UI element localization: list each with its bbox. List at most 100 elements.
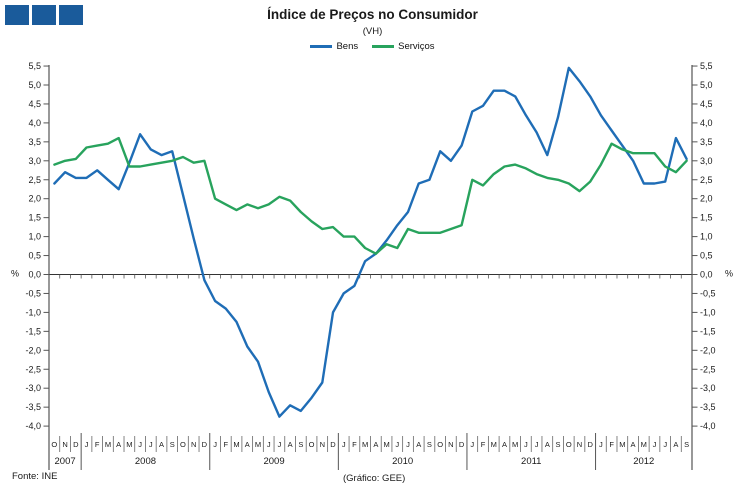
svg-text:F: F [95,440,100,449]
svg-text:O: O [437,440,443,449]
servicos-line [53,136,688,255]
svg-text:5,5: 5,5 [28,61,41,71]
svg-text:5,0: 5,0 [28,80,41,90]
svg-text:1,0: 1,0 [28,232,41,242]
svg-text:3,0: 3,0 [700,156,713,166]
svg-text:A: A [245,440,250,449]
svg-text:-2,5: -2,5 [25,364,41,374]
svg-text:-4,0: -4,0 [25,421,41,431]
svg-text:4,0: 4,0 [700,118,713,128]
svg-text:5,5: 5,5 [700,61,713,71]
svg-text:2010: 2010 [392,456,413,467]
svg-text:N: N [62,440,67,449]
chart-subtitle: (VH) [362,26,383,37]
svg-text:S: S [427,440,432,449]
svg-text:D: D [330,440,336,449]
logo-square-icon [32,5,56,25]
svg-text:2009: 2009 [263,456,284,467]
svg-text:1,5: 1,5 [700,213,713,223]
svg-text:3,5: 3,5 [700,137,713,147]
svg-text:D: D [459,440,465,449]
svg-text:J: J [395,440,399,449]
svg-text:A: A [545,440,550,449]
svg-text:O: O [51,440,57,449]
svg-text:F: F [609,440,614,449]
svg-text:4,5: 4,5 [28,99,41,109]
svg-text:J: J [653,440,657,449]
svg-text:1,5: 1,5 [28,213,41,223]
svg-text:0,0: 0,0 [700,270,713,280]
svg-text:4,5: 4,5 [700,99,713,109]
svg-text:M: M [362,440,368,449]
svg-text:D: D [73,440,79,449]
svg-text:%: % [725,269,733,279]
percent-unit-labels: %% [11,269,733,279]
svg-text:O: O [566,440,572,449]
legend: Bens Serviços [0,41,745,52]
svg-text:J: J [599,440,603,449]
svg-text:%: % [11,269,19,279]
logo-square-icon [5,5,29,25]
svg-text:-1,0: -1,0 [700,307,716,317]
svg-text:2,5: 2,5 [28,175,41,185]
svg-text:A: A [673,440,678,449]
svg-text:J: J [524,440,528,449]
svg-text:M: M [619,440,625,449]
svg-text:J: J [149,440,153,449]
svg-text:-2,0: -2,0 [700,345,716,355]
svg-text:D: D [587,440,593,449]
svg-text:M: M [255,440,261,449]
svg-text:J: J [267,440,271,449]
logo-squares [5,5,83,25]
svg-text:A: A [288,440,293,449]
svg-text:-3,5: -3,5 [25,402,41,412]
svg-text:-0,5: -0,5 [700,288,716,298]
legend-item-servicos: Serviços [372,41,435,52]
svg-text:A: A [116,440,121,449]
svg-text:2,5: 2,5 [700,175,713,185]
svg-text:-2,0: -2,0 [25,345,41,355]
svg-text:M: M [383,440,389,449]
svg-text:2012: 2012 [633,456,654,467]
svg-text:J: J [278,440,282,449]
bens-line [53,66,688,418]
svg-text:J: J [535,440,539,449]
svg-text:S: S [298,440,303,449]
svg-text:O: O [309,440,315,449]
svg-text:N: N [448,440,453,449]
chart-title: Índice de Preços no Consumidor [267,7,478,22]
servicos-line-swatch-icon [372,45,395,48]
svg-text:J: J [342,440,346,449]
svg-text:-1,0: -1,0 [25,307,41,317]
svg-text:J: J [406,440,410,449]
svg-text:S: S [684,440,689,449]
svg-text:F: F [481,440,486,449]
svg-text:N: N [320,440,325,449]
svg-text:S: S [556,440,561,449]
svg-text:1,0: 1,0 [700,232,713,242]
svg-text:A: A [416,440,421,449]
svg-text:3,0: 3,0 [28,156,41,166]
svg-text:2,0: 2,0 [28,194,41,204]
svg-text:0,5: 0,5 [28,251,41,261]
svg-text:0,5: 0,5 [700,251,713,261]
svg-text:O: O [180,440,186,449]
year-axis-labels: 2007 2008 2009 2010 2011 2012 [55,433,654,470]
svg-text:-2,5: -2,5 [700,364,716,374]
svg-text:-3,0: -3,0 [700,383,716,393]
zero-axis [49,274,692,279]
y-tick-labels: 5,5 5,5 5,0 5,0 4,5 4,5 4,0 4,0 3,5 3,5 3,0 3,0 2,5 2… [25,61,715,431]
bens-line-swatch-icon [310,45,333,48]
svg-text:F: F [224,440,229,449]
svg-text:A: A [373,440,378,449]
svg-text:M: M [233,440,239,449]
svg-text:F: F [352,440,357,449]
svg-text:S: S [170,440,175,449]
svg-text:N: N [577,440,582,449]
svg-text:A: A [502,440,507,449]
svg-text:5,0: 5,0 [700,80,713,90]
svg-text:A: A [159,440,164,449]
svg-text:2007: 2007 [55,456,76,467]
